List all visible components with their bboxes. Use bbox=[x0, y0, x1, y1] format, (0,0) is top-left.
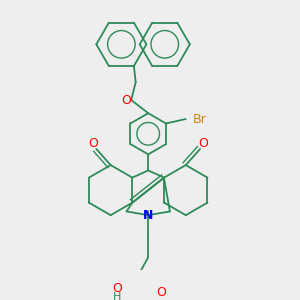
Text: H: H bbox=[113, 292, 121, 300]
Text: O: O bbox=[157, 286, 166, 298]
Text: Br: Br bbox=[193, 112, 207, 125]
Text: O: O bbox=[112, 282, 122, 295]
Text: O: O bbox=[88, 137, 98, 150]
Text: O: O bbox=[121, 94, 131, 106]
Text: O: O bbox=[199, 137, 208, 150]
Text: N: N bbox=[143, 209, 153, 222]
